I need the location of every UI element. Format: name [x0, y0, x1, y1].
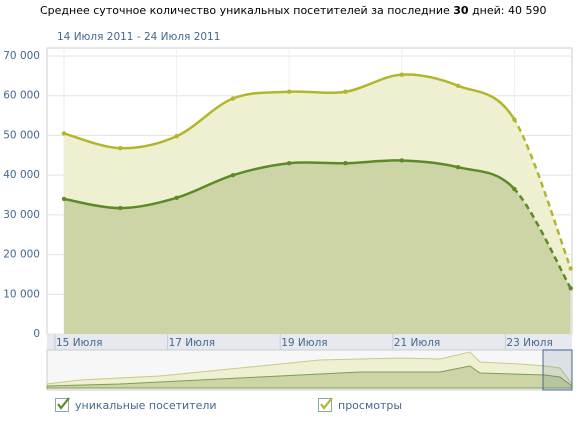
title-suffix: дней: 40 590 [472, 4, 547, 17]
subtitle: 14 Июля 2011 - 24 Июля 2011 [57, 31, 221, 43]
point [399, 158, 404, 163]
legend-checkbox[interactable] [318, 397, 333, 412]
legend-item[interactable]: уникальные посетители [55, 397, 217, 412]
header: Среднее суточное количество уникальных п… [40, 4, 546, 17]
point [230, 172, 236, 178]
y-tick-label: 70 000 [3, 50, 40, 62]
y-tick-label: 30 000 [3, 209, 40, 221]
x-tick-label: 15 Июля [56, 337, 102, 349]
check [57, 397, 70, 410]
y-tick-label: 60 000 [3, 90, 40, 102]
point [61, 131, 67, 136]
legend-item[interactable]: просмотры [318, 397, 403, 412]
point [512, 117, 517, 122]
area-fill [64, 160, 571, 334]
point [230, 96, 236, 101]
point [287, 161, 292, 166]
x-tick-label: 21 Июля [394, 337, 440, 349]
point [568, 286, 573, 291]
legend-label: просмотры [338, 398, 403, 412]
legend-checkbox[interactable] [55, 397, 70, 412]
y-tick-label: 40 000 [3, 169, 40, 181]
point [174, 195, 179, 200]
x-axis-band [47, 334, 572, 350]
point [399, 72, 404, 77]
x-tick-label: 19 Июля [281, 337, 327, 349]
point [343, 89, 348, 94]
point [174, 134, 179, 139]
point [343, 161, 348, 166]
x-tick-label: 23 Июля [506, 337, 552, 349]
series-line [63, 159, 572, 289]
point [287, 89, 292, 94]
point [568, 266, 573, 271]
point [512, 186, 517, 192]
point [61, 196, 67, 202]
point [455, 83, 461, 88]
title-emphasis: 30 [453, 4, 469, 17]
point [455, 165, 461, 170]
point [118, 145, 123, 151]
y-tick-label: 0 [33, 328, 40, 340]
title-prefix: Среднее суточное количество уникальных п… [40, 4, 450, 17]
navigator-window [542, 349, 573, 391]
x-tick-label: 17 Июля [169, 337, 215, 349]
y-tick-label: 10 000 [3, 288, 40, 300]
y-tick-label: 20 000 [3, 249, 40, 261]
legend-label: уникальные посетители [75, 398, 217, 412]
point [118, 205, 123, 211]
y-tick-label: 50 000 [3, 129, 40, 141]
check [320, 397, 333, 410]
